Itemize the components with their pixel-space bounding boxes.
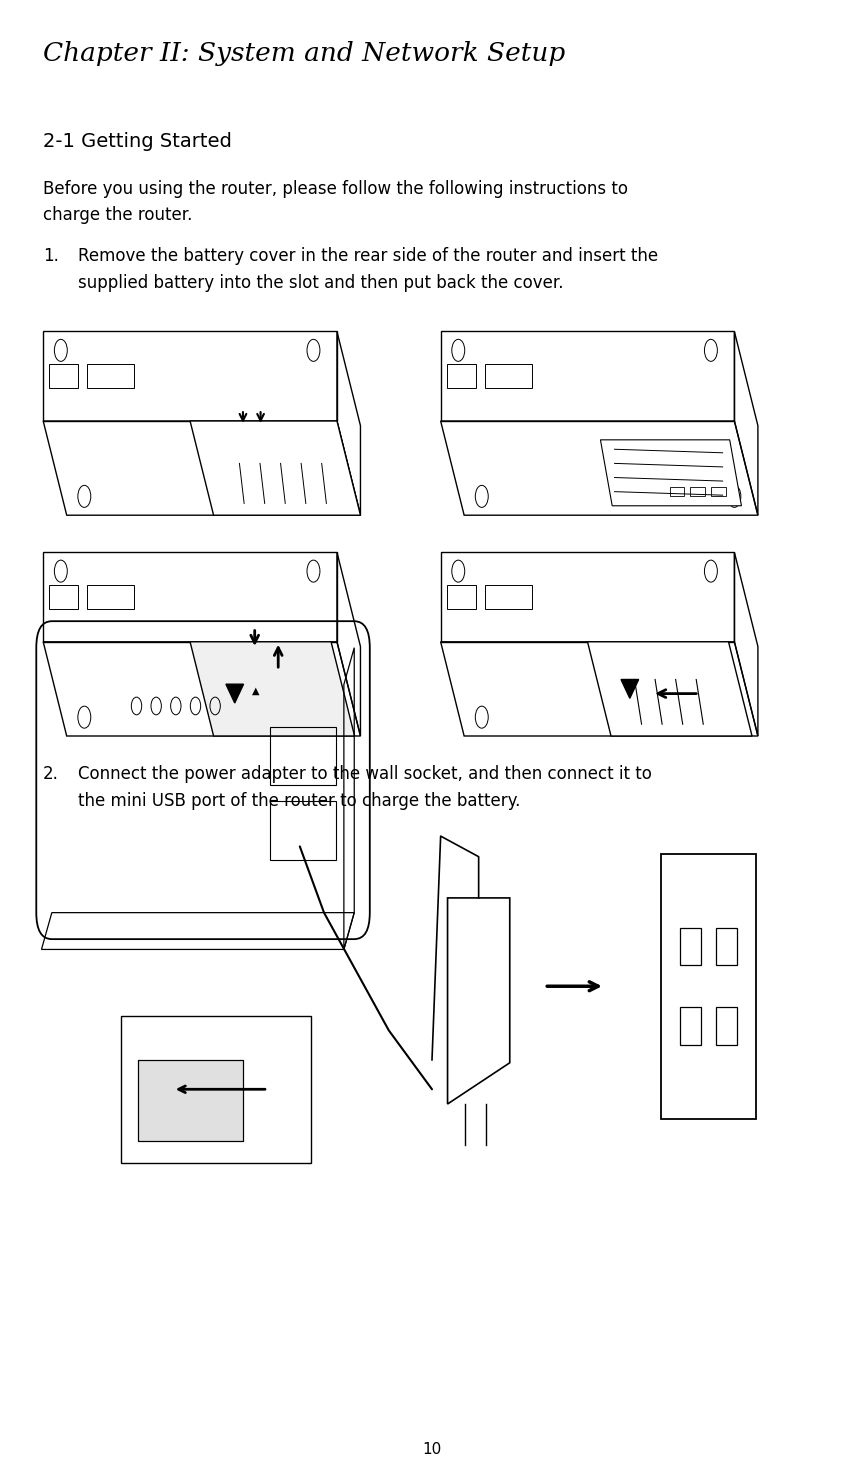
Bar	[716, 1007, 737, 1045]
Text: 2-1 Getting Started: 2-1 Getting Started	[43, 132, 232, 152]
Polygon shape	[190, 642, 354, 736]
Bar	[716, 927, 737, 966]
Bar	[670, 487, 684, 496]
Polygon shape	[600, 440, 741, 506]
Bar	[87, 586, 134, 609]
Bar	[138, 1060, 243, 1141]
Polygon shape	[588, 642, 752, 736]
Polygon shape	[226, 684, 244, 704]
Bar	[49, 586, 79, 609]
Text: ▲: ▲	[252, 686, 260, 696]
Text: Before you using the router, please follow the following instructions to
charge : Before you using the router, please foll…	[43, 180, 628, 224]
Polygon shape	[621, 680, 638, 698]
Bar	[49, 365, 79, 389]
Bar	[447, 365, 476, 389]
Text: Remove the battery cover in the rear side of the router and insert the
supplied : Remove the battery cover in the rear sid…	[78, 247, 658, 291]
Bar	[87, 365, 134, 389]
Polygon shape	[190, 421, 360, 515]
Bar	[121, 1016, 311, 1163]
Bar	[270, 727, 336, 786]
Text: 1.: 1.	[43, 247, 59, 265]
Bar	[485, 365, 531, 389]
Bar	[138, 1060, 243, 1141]
Text: Connect the power adapter to the wall socket, and then connect it to
the mini US: Connect the power adapter to the wall so…	[78, 765, 651, 810]
Bar	[680, 927, 701, 966]
Text: 10: 10	[422, 1443, 442, 1457]
Bar	[661, 854, 756, 1119]
Text: Chapter II: System and Network Setup: Chapter II: System and Network Setup	[43, 41, 565, 66]
Bar	[270, 801, 336, 860]
Bar	[690, 487, 705, 496]
Bar	[447, 586, 476, 609]
Bar	[680, 1007, 701, 1045]
Bar	[711, 487, 726, 496]
Bar	[485, 586, 531, 609]
Text: 2.: 2.	[43, 765, 59, 783]
